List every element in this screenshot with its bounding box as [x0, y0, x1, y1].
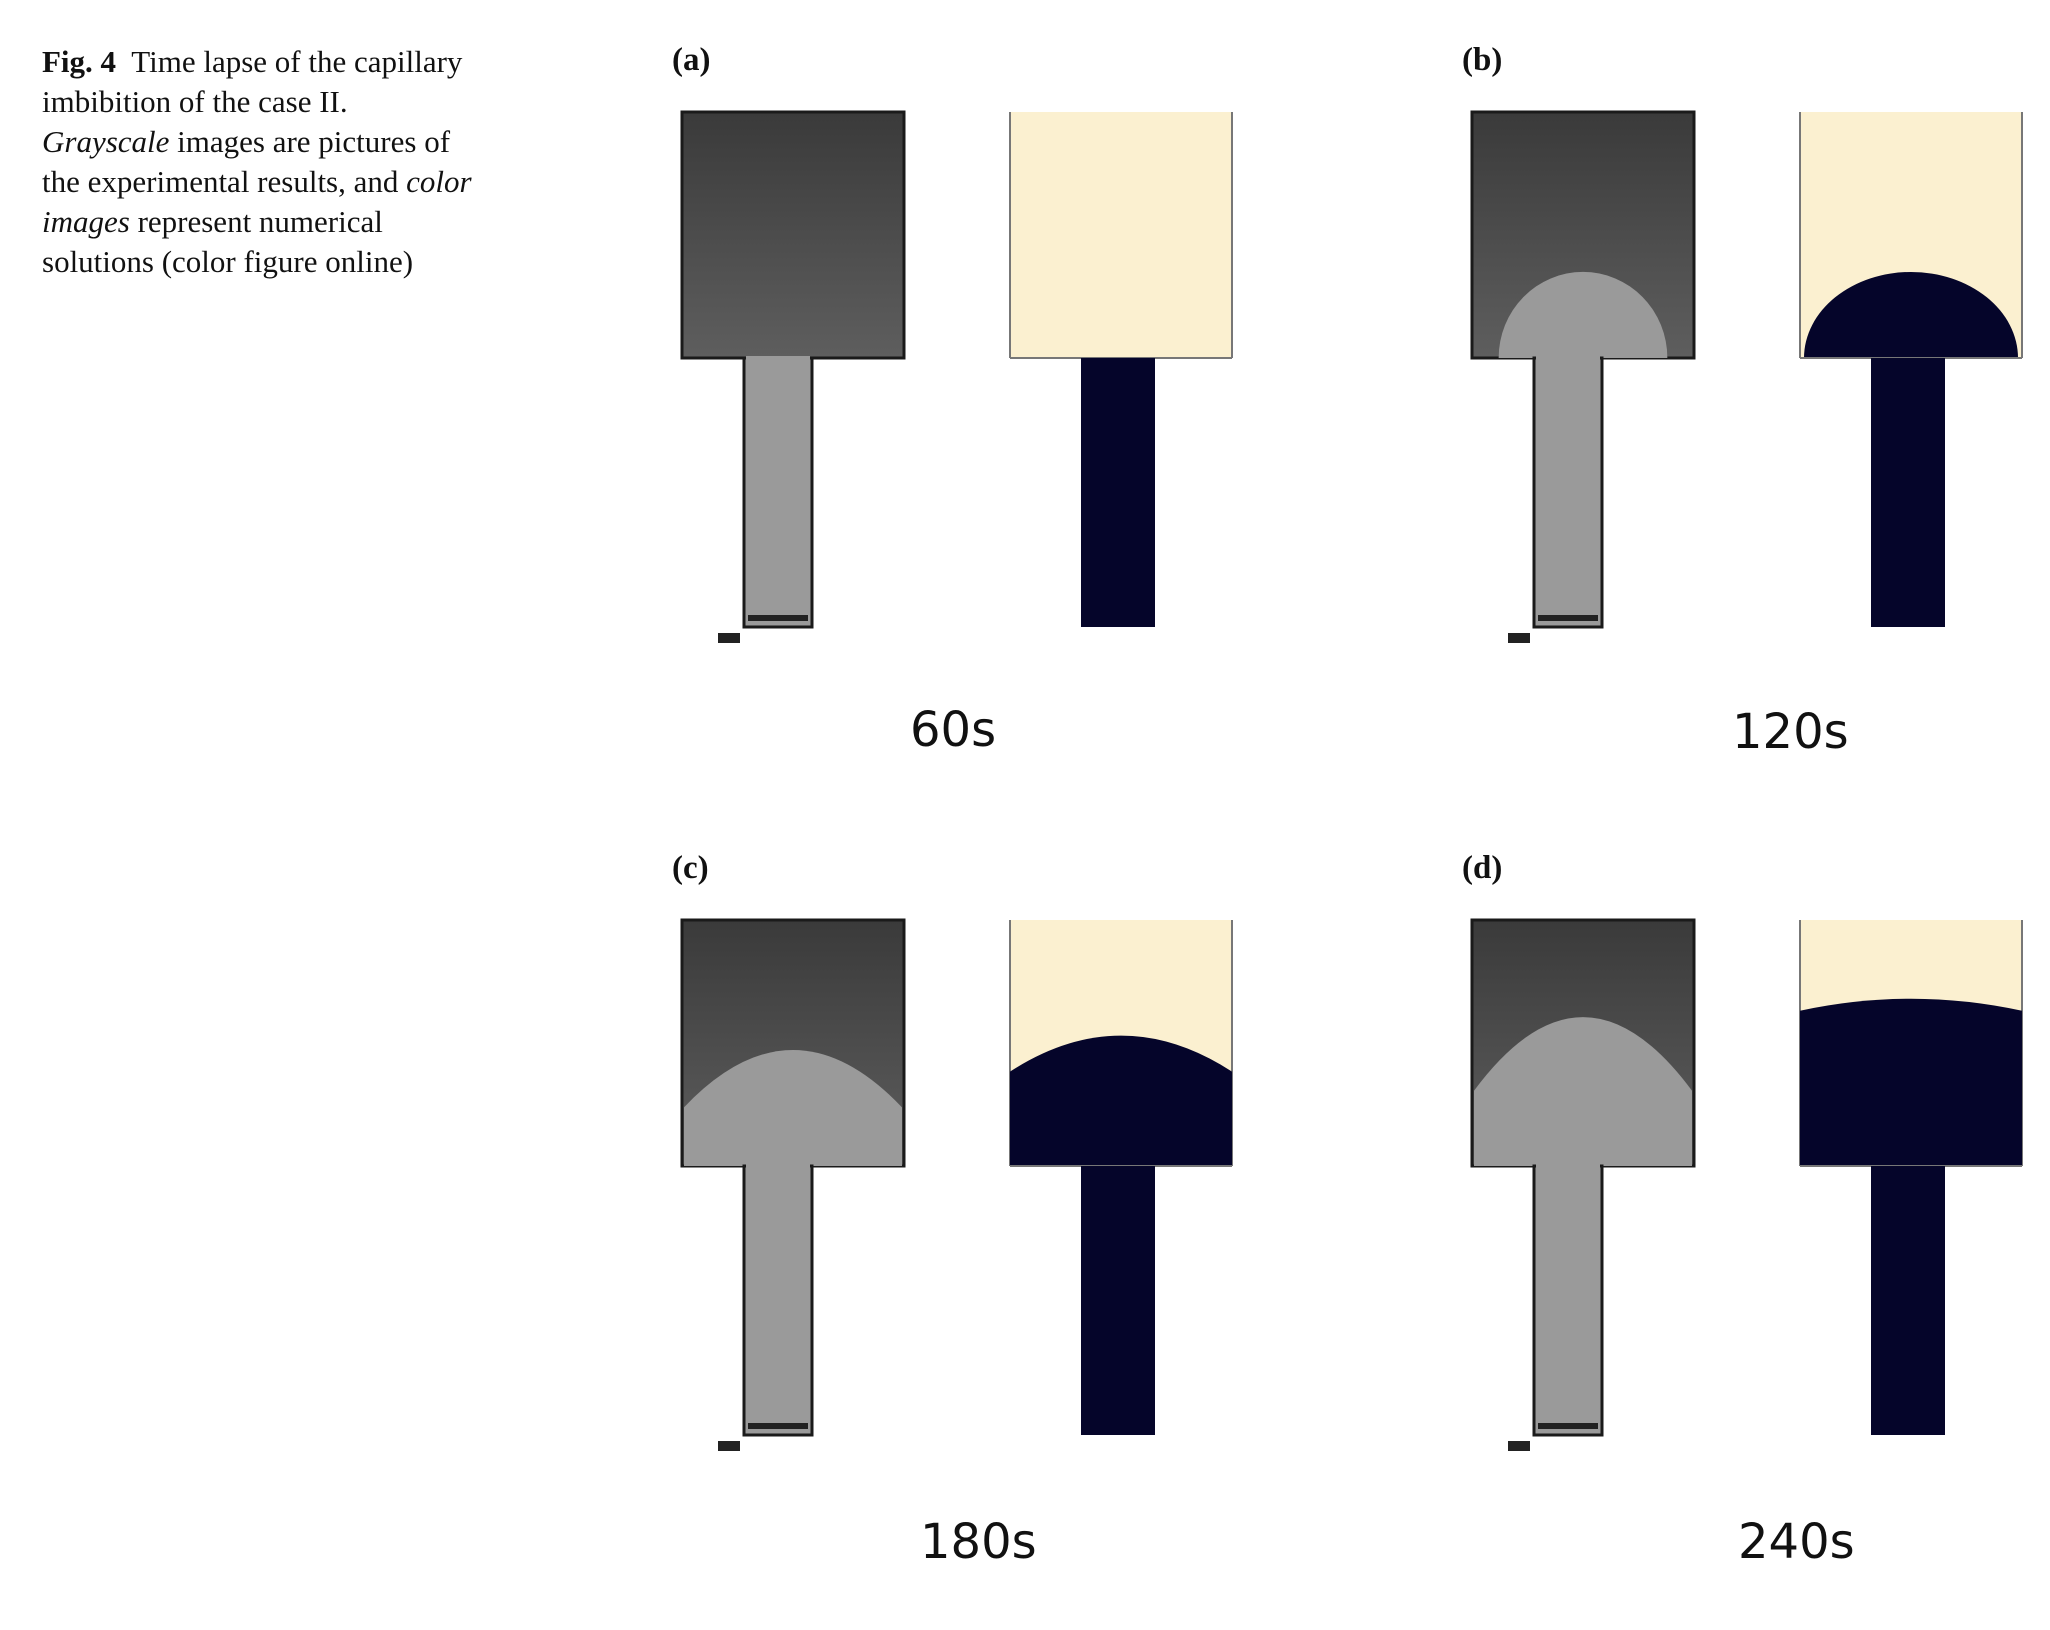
caption-text-2: images are pictures of the experimental …: [42, 124, 451, 199]
panel-a: (a) 60s: [672, 42, 1452, 822]
time-label: 60s: [910, 702, 997, 758]
figure-label: Fig. 4: [42, 44, 117, 79]
simulation-capillary: [1081, 1166, 1155, 1435]
panel-d: (d) 240s: [1462, 850, 2050, 1630]
experiment-reservoir: [680, 110, 906, 360]
time-label: 240s: [1738, 1514, 1855, 1570]
time-label: 120s: [1732, 704, 1849, 760]
experiment-image: [1470, 918, 1696, 1451]
experiment-joint: [746, 356, 810, 362]
experiment-joint: [746, 1164, 810, 1170]
experiment-image: [1470, 110, 1696, 643]
experiment-wet-front: [1474, 1017, 1692, 1166]
caption-text-1: Time lapse of the capillary imbibition o…: [42, 44, 463, 119]
scale-mark: [718, 633, 740, 643]
simulation-capillary: [1871, 1166, 1945, 1435]
experiment-joint: [1536, 1164, 1600, 1170]
figure-caption: Fig. 4 Time lapse of the capillary imbib…: [42, 42, 482, 282]
simulation-wet-front: [1804, 271, 2018, 358]
time-label: 180s: [920, 1514, 1037, 1570]
experiment-image: [680, 110, 906, 643]
panel-label: (d): [1462, 850, 1503, 886]
experiment-joint: [1536, 356, 1600, 362]
panel-drawing: [1470, 918, 2023, 1451]
simulation-wet-front: [1800, 998, 2022, 1166]
scale-mark: [1508, 633, 1530, 643]
panel-drawing: [680, 110, 1233, 643]
panel-label: (a): [672, 42, 711, 78]
panel-b: (b) 120s: [1462, 42, 2050, 822]
experiment-wet-front: [1498, 271, 1668, 358]
experiment-capillary: [742, 1164, 814, 1437]
panel-c: (c) 180s: [672, 850, 1452, 1630]
caption-grayscale-term: Grayscale: [42, 124, 170, 159]
simulation-image: [1799, 112, 2023, 627]
experiment-base-mark: [1538, 1423, 1598, 1429]
scale-mark: [718, 1441, 740, 1451]
experiment-capillary: [1532, 1164, 1604, 1437]
experiment-base-mark: [1538, 615, 1598, 621]
experiment-image: [680, 918, 906, 1451]
experiment-capillary: [1532, 356, 1604, 629]
panel-drawing: [1470, 110, 2023, 643]
simulation-capillary: [1871, 358, 1945, 627]
experiment-wet-front: [684, 1049, 902, 1166]
experiment-capillary: [742, 356, 814, 629]
panel-label: (b): [1462, 42, 1503, 78]
scale-mark: [1508, 1441, 1530, 1451]
experiment-base-mark: [748, 615, 808, 621]
caption-color-term: color images: [42, 164, 472, 239]
simulation-image: [1009, 920, 1233, 1435]
simulation-image: [1799, 920, 2023, 1435]
caption-text-3: represent numerical solutions (color fig…: [42, 204, 414, 279]
simulation-reservoir: [1010, 112, 1232, 358]
panel-label: (c): [672, 850, 709, 886]
experiment-base-mark: [748, 1423, 808, 1429]
simulation-image: [1009, 112, 1233, 627]
simulation-capillary: [1081, 358, 1155, 627]
simulation-wet-front: [1010, 1035, 1232, 1166]
panel-drawing: [680, 918, 1233, 1451]
